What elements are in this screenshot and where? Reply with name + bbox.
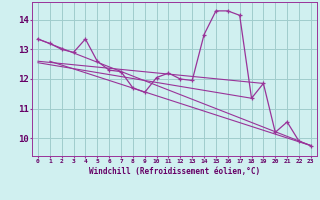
X-axis label: Windchill (Refroidissement éolien,°C): Windchill (Refroidissement éolien,°C) [89, 167, 260, 176]
